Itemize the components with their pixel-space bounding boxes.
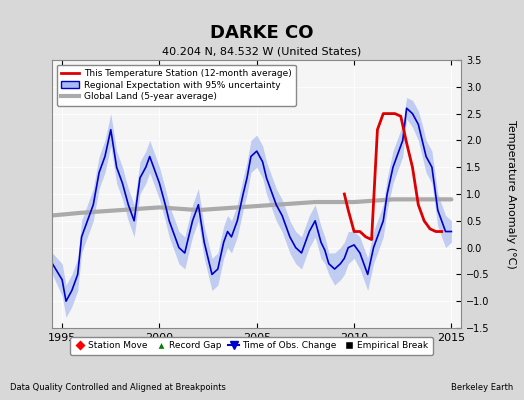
Legend: This Temperature Station (12-month average), Regional Expectation with 95% uncer: This Temperature Station (12-month avera…	[57, 64, 296, 106]
Text: DARKE CO: DARKE CO	[210, 24, 314, 42]
Y-axis label: Temperature Anomaly (°C): Temperature Anomaly (°C)	[506, 120, 516, 268]
Text: Berkeley Earth: Berkeley Earth	[451, 383, 514, 392]
Text: 40.204 N, 84.532 W (United States): 40.204 N, 84.532 W (United States)	[162, 46, 362, 56]
Text: Data Quality Controlled and Aligned at Breakpoints: Data Quality Controlled and Aligned at B…	[10, 383, 226, 392]
Legend: Station Move, Record Gap, Time of Obs. Change, Empirical Break: Station Move, Record Gap, Time of Obs. C…	[70, 337, 433, 355]
